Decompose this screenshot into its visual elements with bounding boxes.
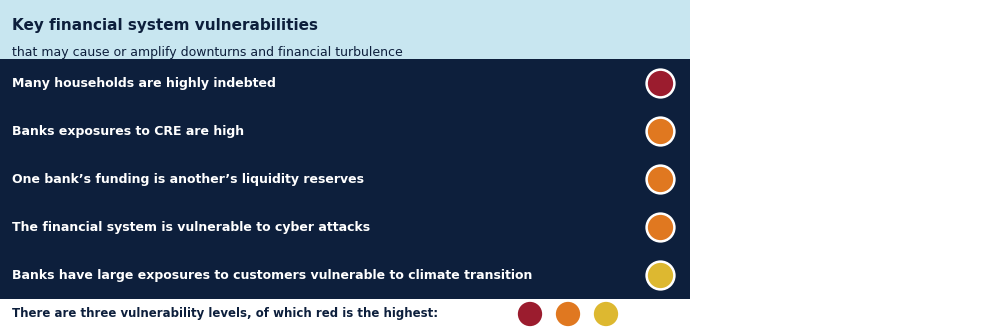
FancyBboxPatch shape [0, 59, 690, 299]
Point [652, 128, 667, 134]
Text: There are three vulnerability levels, of which red is the highest:: There are three vulnerability levels, of… [12, 308, 438, 320]
Text: Many households are highly indebted: Many households are highly indebted [12, 77, 276, 89]
Point [652, 176, 667, 182]
Text: that may cause or amplify downturns and financial turbulence: that may cause or amplify downturns and … [12, 46, 403, 59]
FancyBboxPatch shape [0, 0, 690, 59]
Point [652, 224, 667, 230]
Text: Banks exposures to CRE are high: Banks exposures to CRE are high [12, 124, 244, 138]
Text: Banks have large exposures to customers vulnerable to climate transition: Banks have large exposures to customers … [12, 268, 533, 282]
Text: One bank’s funding is another’s liquidity reserves: One bank’s funding is another’s liquidit… [12, 172, 364, 186]
Text: The financial system is vulnerable to cyber attacks: The financial system is vulnerable to cy… [12, 220, 371, 234]
Point [560, 311, 576, 316]
Point [652, 272, 667, 278]
Text: Key financial system vulnerabilities: Key financial system vulnerabilities [12, 18, 318, 33]
Point [598, 311, 613, 316]
Point [652, 80, 667, 86]
Point [522, 311, 538, 316]
